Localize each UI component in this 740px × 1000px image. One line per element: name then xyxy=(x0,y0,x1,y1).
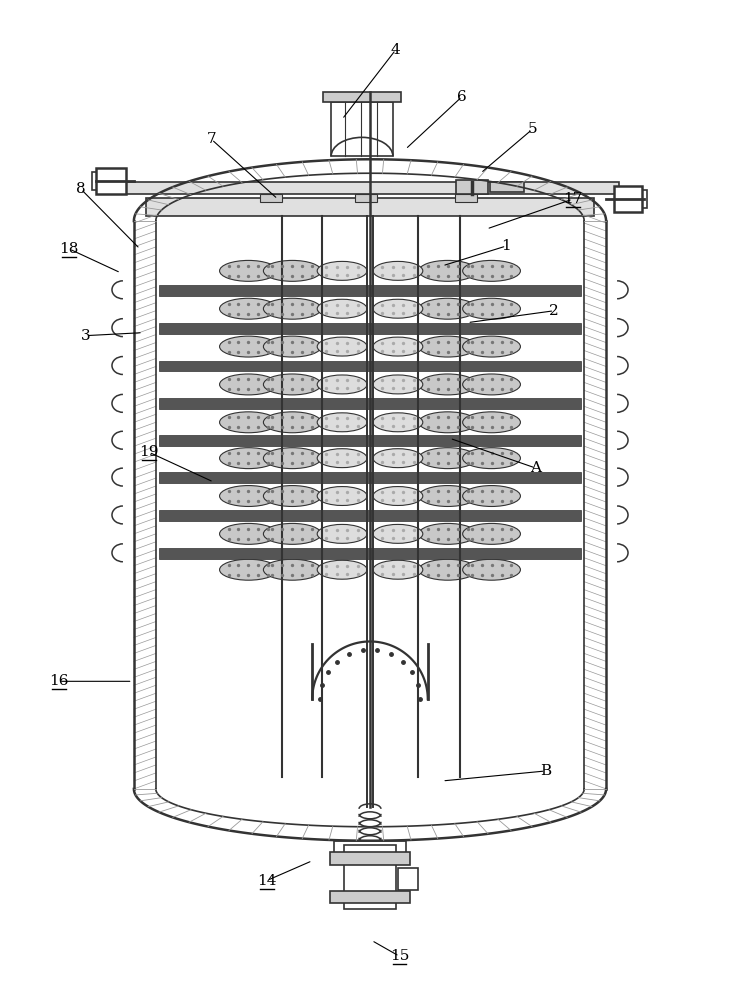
Ellipse shape xyxy=(462,374,520,395)
Ellipse shape xyxy=(373,413,423,432)
Ellipse shape xyxy=(263,559,321,580)
Ellipse shape xyxy=(317,560,367,579)
Ellipse shape xyxy=(373,449,423,468)
Text: 5: 5 xyxy=(528,122,537,136)
Ellipse shape xyxy=(220,523,278,544)
Bar xyxy=(636,190,647,208)
Ellipse shape xyxy=(220,448,278,469)
Ellipse shape xyxy=(419,448,477,469)
Text: 4: 4 xyxy=(391,43,400,57)
Ellipse shape xyxy=(419,559,477,580)
Ellipse shape xyxy=(220,336,278,357)
Ellipse shape xyxy=(462,336,520,357)
Ellipse shape xyxy=(263,336,321,357)
Ellipse shape xyxy=(462,486,520,506)
Ellipse shape xyxy=(317,524,367,543)
Bar xyxy=(121,182,619,194)
Ellipse shape xyxy=(419,412,477,433)
Ellipse shape xyxy=(462,412,520,433)
Ellipse shape xyxy=(317,261,367,280)
Ellipse shape xyxy=(373,375,423,394)
Text: 14: 14 xyxy=(257,874,277,888)
Bar xyxy=(159,361,581,371)
Ellipse shape xyxy=(419,260,477,281)
Bar xyxy=(159,323,581,334)
Text: 1: 1 xyxy=(502,239,511,253)
Text: 8: 8 xyxy=(76,182,86,196)
Ellipse shape xyxy=(419,486,477,506)
Bar xyxy=(330,891,410,903)
Ellipse shape xyxy=(317,487,367,505)
Text: 15: 15 xyxy=(390,949,409,963)
Ellipse shape xyxy=(220,559,278,580)
Text: 6: 6 xyxy=(457,90,467,104)
Ellipse shape xyxy=(419,298,477,319)
Bar xyxy=(456,180,488,194)
Ellipse shape xyxy=(419,523,477,544)
Ellipse shape xyxy=(220,412,278,433)
Bar xyxy=(355,194,377,202)
Ellipse shape xyxy=(419,374,477,395)
Ellipse shape xyxy=(462,523,520,544)
Text: 3: 3 xyxy=(81,329,91,343)
Bar xyxy=(614,186,642,212)
Text: 17: 17 xyxy=(563,192,582,206)
Bar xyxy=(334,841,406,863)
Text: A: A xyxy=(531,461,542,475)
Bar xyxy=(398,868,418,890)
Ellipse shape xyxy=(220,298,278,319)
Bar xyxy=(159,472,581,483)
Ellipse shape xyxy=(263,298,321,319)
Text: 19: 19 xyxy=(139,445,158,459)
Text: B: B xyxy=(540,764,551,778)
Ellipse shape xyxy=(263,374,321,395)
Ellipse shape xyxy=(263,523,321,544)
Ellipse shape xyxy=(317,449,367,468)
Ellipse shape xyxy=(220,486,278,506)
Ellipse shape xyxy=(373,299,423,318)
Ellipse shape xyxy=(263,260,321,281)
Ellipse shape xyxy=(373,261,423,280)
Ellipse shape xyxy=(263,448,321,469)
Bar xyxy=(454,194,477,202)
Bar xyxy=(159,285,581,296)
Ellipse shape xyxy=(462,260,520,281)
Ellipse shape xyxy=(263,412,321,433)
Ellipse shape xyxy=(373,487,423,505)
Bar xyxy=(490,182,525,192)
Ellipse shape xyxy=(462,298,520,319)
Ellipse shape xyxy=(220,260,278,281)
Ellipse shape xyxy=(373,560,423,579)
Ellipse shape xyxy=(317,337,367,356)
Bar xyxy=(159,398,581,409)
Bar xyxy=(260,194,283,202)
Text: 2: 2 xyxy=(549,304,559,318)
Bar xyxy=(92,172,101,190)
Ellipse shape xyxy=(220,374,278,395)
Bar xyxy=(146,198,594,216)
Text: 18: 18 xyxy=(59,242,79,256)
Ellipse shape xyxy=(373,337,423,356)
Ellipse shape xyxy=(419,336,477,357)
Ellipse shape xyxy=(263,486,321,506)
Text: 7: 7 xyxy=(206,132,216,146)
Ellipse shape xyxy=(373,524,423,543)
Ellipse shape xyxy=(462,559,520,580)
Bar xyxy=(159,435,581,446)
Text: 16: 16 xyxy=(49,674,69,688)
Bar xyxy=(344,845,396,909)
Ellipse shape xyxy=(317,299,367,318)
Bar xyxy=(159,510,581,521)
Bar xyxy=(96,168,126,194)
Ellipse shape xyxy=(462,448,520,469)
Ellipse shape xyxy=(317,413,367,432)
Bar xyxy=(330,852,410,865)
Bar xyxy=(323,92,401,102)
Bar xyxy=(331,102,393,156)
Bar xyxy=(159,548,581,559)
Ellipse shape xyxy=(317,375,367,394)
